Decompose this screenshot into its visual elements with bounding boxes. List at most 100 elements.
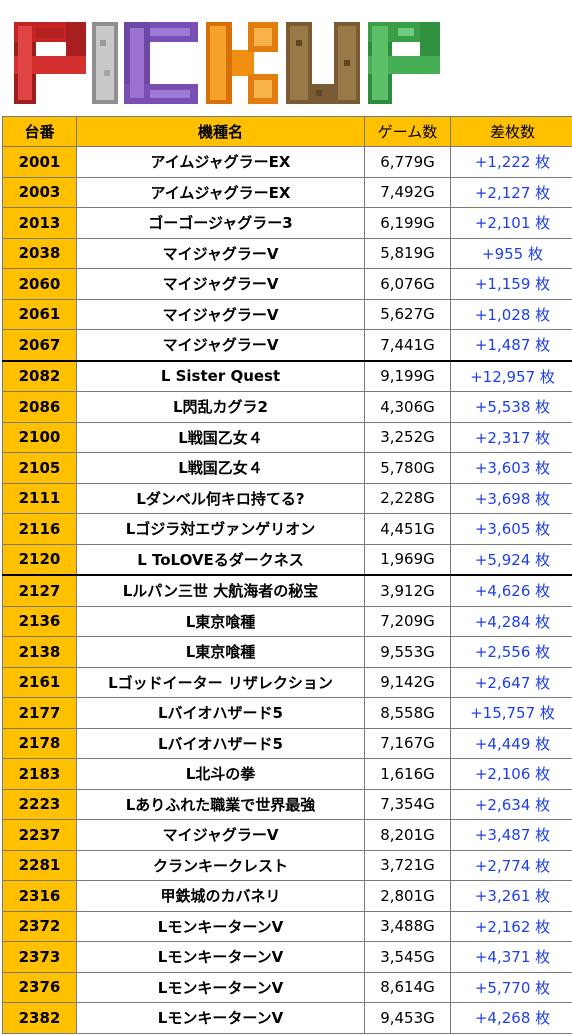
header-game-count: ゲーム数 (364, 116, 451, 147)
table-row: 2161 Lゴッドイーター リザレクション 9,142G +2,647 枚 (2, 666, 572, 698)
pickup-banner (0, 0, 572, 115)
machine-number-cell: 2086 (2, 391, 77, 423)
machine-name-cell: L閃乱カグラ2 (76, 391, 365, 423)
game-count-cell: 7,492G (364, 176, 451, 208)
table-row: 2038 マイジャグラーV 5,819G +955 枚 (2, 237, 572, 269)
machine-name-cell: LモンキーターンV (76, 910, 365, 942)
game-count-cell: 3,912G (364, 574, 451, 607)
table-row: 2382 LモンキーターンV 9,453G +4,268 枚 (2, 1002, 572, 1034)
game-count-cell: 6,076G (364, 268, 451, 300)
coin-diff-cell: +2,101 枚 (450, 207, 572, 239)
machine-name-cell: L ToLOVEるダークネス (76, 543, 365, 576)
table-row: 2120 L ToLOVEるダークネス 1,969G +5,924 枚 (2, 543, 572, 576)
machine-name-cell: マイジャグラーV (76, 819, 365, 851)
coin-diff-cell: +3,487 枚 (450, 819, 572, 851)
coin-diff-cell: +12,957 枚 (450, 359, 572, 392)
machine-name-cell: LモンキーターンV (76, 971, 365, 1003)
table-header-row: 台番 機種名 ゲーム数 差枚数 (2, 116, 572, 147)
machine-number-cell: 2223 (2, 788, 77, 820)
coin-diff-cell: +3,698 枚 (450, 482, 572, 514)
game-count-cell: 8,614G (364, 971, 451, 1003)
game-count-cell: 3,721G (364, 849, 451, 881)
logo-letter-p2 (368, 22, 440, 104)
logo-letter-u (286, 22, 360, 104)
machine-name-cell: Lバイオハザード5 (76, 727, 365, 759)
pickup-table: 台番 機種名 ゲーム数 差枚数 2001 アイムジャグラーEX 6,779G +1,2… (2, 116, 572, 1034)
machine-number-cell: 2237 (2, 819, 77, 851)
machine-number-cell: 2161 (2, 666, 77, 698)
machine-name-cell: マイジャグラーV (76, 298, 365, 330)
coin-diff-cell: +3,605 枚 (450, 513, 572, 545)
table-row: 2237 マイジャグラーV 8,201G +3,487 枚 (2, 819, 572, 851)
coin-diff-cell: +1,222 枚 (450, 146, 572, 178)
machine-name-cell: 甲鉄城のカバネリ (76, 880, 365, 912)
machine-number-cell: 2001 (2, 146, 77, 178)
table-row: 2013 ゴーゴージャグラー3 6,199G +2,101 枚 (2, 207, 572, 239)
table-row: 2001 アイムジャグラーEX 6,779G +1,222 枚 (2, 146, 572, 178)
table-row: 2372 LモンキーターンV 3,488G +2,162 枚 (2, 910, 572, 942)
logo-letter-c (124, 22, 198, 104)
coin-diff-cell: +5,538 枚 (450, 391, 572, 423)
game-count-cell: 5,627G (364, 298, 451, 330)
coin-diff-cell: +4,626 枚 (450, 574, 572, 607)
machine-name-cell: Lありふれた職業で世界最強 (76, 788, 365, 820)
coin-diff-cell: +3,603 枚 (450, 452, 572, 484)
machine-number-cell: 2038 (2, 237, 77, 269)
table-row: 2111 Lダンベル何キロ持てる? 2,228G +3,698 枚 (2, 482, 572, 514)
coin-diff-cell: +2,774 枚 (450, 849, 572, 881)
machine-number-cell: 2138 (2, 636, 77, 668)
coin-diff-cell: +4,284 枚 (450, 605, 572, 637)
coin-diff-cell: +955 枚 (450, 237, 572, 269)
machine-number-cell: 2127 (2, 574, 77, 607)
coin-diff-cell: +3,261 枚 (450, 880, 572, 912)
machine-name-cell: LモンキーターンV (76, 1002, 365, 1034)
machine-number-cell: 2111 (2, 482, 77, 514)
table-row: 2100 L戦国乙女４ 3,252G +2,317 枚 (2, 421, 572, 453)
table-row: 2060 マイジャグラーV 6,076G +1,159 枚 (2, 268, 572, 300)
coin-diff-cell: +1,159 枚 (450, 268, 572, 300)
coin-diff-cell: +2,162 枚 (450, 910, 572, 942)
table-row: 2136 L東京喰種 7,209G +4,284 枚 (2, 605, 572, 637)
game-count-cell: 9,553G (364, 636, 451, 668)
machine-number-cell: 2316 (2, 880, 77, 912)
game-count-cell: 9,142G (364, 666, 451, 698)
game-count-cell: 4,451G (364, 513, 451, 545)
game-count-cell: 2,228G (364, 482, 451, 514)
coin-diff-cell: +2,556 枚 (450, 636, 572, 668)
game-count-cell: 7,167G (364, 727, 451, 759)
coin-diff-cell: +2,106 枚 (450, 758, 572, 790)
table-row: 2116 Lゴジラ対エヴァンゲリオン 4,451G +3,605 枚 (2, 513, 572, 545)
game-count-cell: 1,616G (364, 758, 451, 790)
coin-diff-cell: +4,268 枚 (450, 1002, 572, 1034)
table-row: 2138 L東京喰種 9,553G +2,556 枚 (2, 636, 572, 668)
machine-name-cell: Lダンベル何キロ持てる? (76, 482, 365, 514)
machine-name-cell: LモンキーターンV (76, 941, 365, 973)
table-row: 2223 Lありふれた職業で世界最強 7,354G +2,634 枚 (2, 788, 572, 820)
machine-number-cell: 2281 (2, 849, 77, 881)
machine-name-cell: L東京喰種 (76, 605, 365, 637)
machine-name-cell: L北斗の拳 (76, 758, 365, 790)
game-count-cell: 7,354G (364, 788, 451, 820)
machine-name-cell: L戦国乙女４ (76, 421, 365, 453)
game-count-cell: 6,779G (364, 146, 451, 178)
machine-name-cell: ゴーゴージャグラー3 (76, 207, 365, 239)
header-machine-name: 機種名 (76, 116, 365, 147)
table-row: 2373 LモンキーターンV 3,545G +4,371 枚 (2, 941, 572, 973)
coin-diff-cell: +2,127 枚 (450, 176, 572, 208)
machine-number-cell: 2013 (2, 207, 77, 239)
game-count-cell: 7,209G (364, 605, 451, 637)
game-count-cell: 9,199G (364, 359, 451, 392)
machine-number-cell: 2105 (2, 452, 77, 484)
coin-diff-cell: +4,449 枚 (450, 727, 572, 759)
table-row: 2086 L閃乱カグラ2 4,306G +5,538 枚 (2, 391, 572, 423)
game-count-cell: 4,306G (364, 391, 451, 423)
coin-diff-cell: +1,487 枚 (450, 329, 572, 361)
game-count-cell: 3,488G (364, 910, 451, 942)
machine-number-cell: 2373 (2, 941, 77, 973)
machine-number-cell: 2372 (2, 910, 77, 942)
coin-diff-cell: +2,634 枚 (450, 788, 572, 820)
game-count-cell: 3,252G (364, 421, 451, 453)
table-row: 2178 Lバイオハザード5 7,167G +4,449 枚 (2, 727, 572, 759)
pickup-logo (14, 22, 440, 104)
machine-name-cell: Lバイオハザード5 (76, 697, 365, 729)
